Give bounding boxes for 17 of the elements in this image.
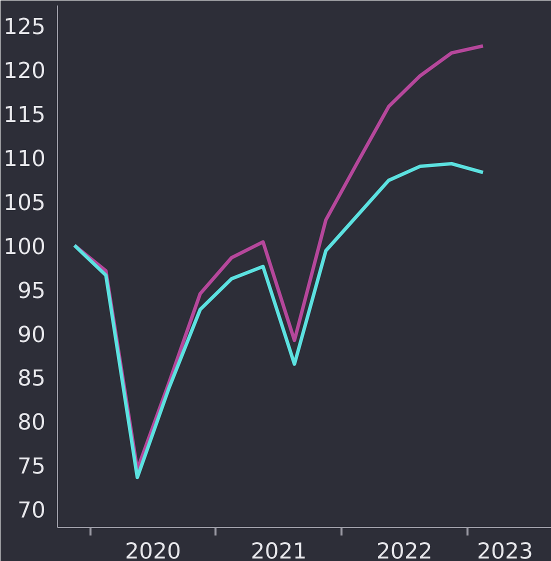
x-tick-label: 2022 — [376, 540, 432, 561]
y-tick-label: 90 — [18, 322, 46, 348]
y-tick-label: 85 — [18, 366, 46, 392]
y-tick-label: 95 — [18, 278, 46, 304]
y-tick-label: 120 — [4, 59, 46, 84]
line-series — [72, 162, 485, 480]
y-tick-label: 100 — [4, 234, 46, 260]
x-tick-label: 2021 — [250, 540, 307, 561]
y-tick-label: 110 — [4, 147, 46, 172]
y-tick-label: 80 — [18, 410, 46, 436]
x-tick-label: 2023 — [476, 540, 533, 561]
y-tick-label: 75 — [18, 454, 46, 480]
y-tick-label: 115 — [4, 103, 46, 128]
y-tick-label: 70 — [18, 498, 46, 524]
x-tick-label: 2020 — [125, 540, 182, 561]
y-tick-label: 125 — [4, 15, 46, 40]
y-tick-label: 105 — [4, 190, 46, 216]
